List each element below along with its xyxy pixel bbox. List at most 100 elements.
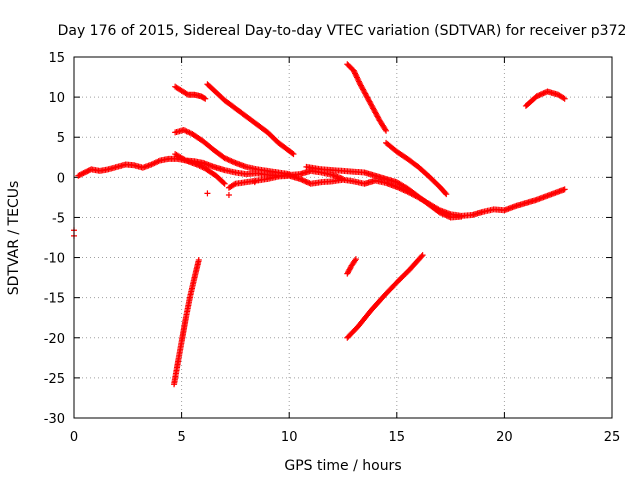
data-point [221,155,228,162]
data-point [442,212,449,219]
grid-layer [74,57,612,418]
data-point [383,127,390,134]
data-point [355,78,362,85]
data-point [195,256,202,263]
data-point [298,176,305,183]
y-tick-label: -25 [44,372,65,387]
series-track-mid-b [172,151,228,187]
data-point [220,179,227,186]
data-point [442,190,449,197]
data-point [533,93,540,100]
x-tick-label: 15 [389,430,406,445]
series-track-high-a [172,83,209,102]
data-point [204,190,211,197]
data-point [231,159,238,166]
data-point [418,253,425,260]
data-point [352,71,359,78]
y-axis-label: SDTVAR / TECUs [6,181,22,296]
data-point [286,171,293,178]
y-tick-label: 10 [48,91,65,106]
data-point [355,77,362,84]
data-point [181,156,188,163]
data-point [541,89,548,96]
data-point [444,213,451,220]
data-point [536,92,543,99]
data-point [539,90,546,97]
data-point [438,210,445,217]
data-point [202,95,209,102]
data-point [300,177,307,184]
x-tick-label: 25 [604,430,621,445]
data-point [436,209,443,216]
data-point [382,126,389,133]
data-point [229,158,236,165]
data-point [353,73,360,80]
series-track-mid-a [172,127,293,178]
chart-title: Day 176 of 2015, Sidereal Day-to-day VTE… [58,23,627,39]
data-point [221,180,228,187]
series-track-steep-top [344,61,390,134]
y-tick-label: -20 [44,332,65,347]
data-point [352,257,359,264]
data-point [353,74,360,81]
data-point [222,155,229,162]
series-track-upper-desc [383,139,450,198]
data-point [228,158,235,165]
data-point [356,79,363,86]
data-point [561,186,568,193]
data-point [440,211,447,218]
data-point [439,210,446,217]
x-tick-label: 5 [177,430,185,445]
data-point [231,181,238,188]
data-point [299,177,306,184]
y-tick-label: -5 [52,211,65,226]
series-track-short-low [344,256,359,277]
data-point [251,179,258,186]
data-point [352,256,359,263]
data-point [225,156,232,163]
series-track-high-right [522,88,568,109]
x-axis-label: GPS time / hours [284,458,401,474]
data-point [289,150,296,157]
data-point [303,178,310,185]
x-tick-label: 10 [281,430,298,445]
data-point [201,95,208,102]
y-tick-label: 0 [57,171,65,186]
plot-frame [73,56,613,419]
y-tick-label: 5 [57,131,65,146]
data-point [352,70,359,77]
x-tick-label: 20 [496,430,513,445]
data-point [540,90,547,97]
y-tick-label: -10 [44,252,65,267]
data-point [227,157,234,164]
data-point [290,151,297,158]
data-point [351,69,358,76]
data-point [537,91,544,98]
data-point [296,175,303,182]
data-point [560,94,567,101]
data-point [443,212,450,219]
series-track-low-rise [344,252,426,341]
data-point [458,213,465,220]
data-point [443,191,450,198]
data-point [350,67,357,74]
series-track-high-b [204,81,297,158]
series-track-steep-low [171,256,202,388]
y-tick-label: 15 [48,51,65,66]
data-point [224,156,231,163]
y-tick-label: -15 [44,292,65,307]
data-point [302,178,309,185]
data-point [225,191,232,198]
y-tick-label: -30 [44,412,65,427]
data-point [419,252,426,259]
data-point [354,75,361,82]
data-layer [71,61,568,388]
series-track-desc-mid [303,163,465,221]
x-tick-label: 0 [70,430,78,445]
data-point [305,179,312,186]
data-point [535,92,542,99]
tick-layer: -30 -25 -20 -15 -10 -5 0 5 10 15 0 5 10 15 20 25 [44,51,621,445]
data-point [561,95,568,102]
